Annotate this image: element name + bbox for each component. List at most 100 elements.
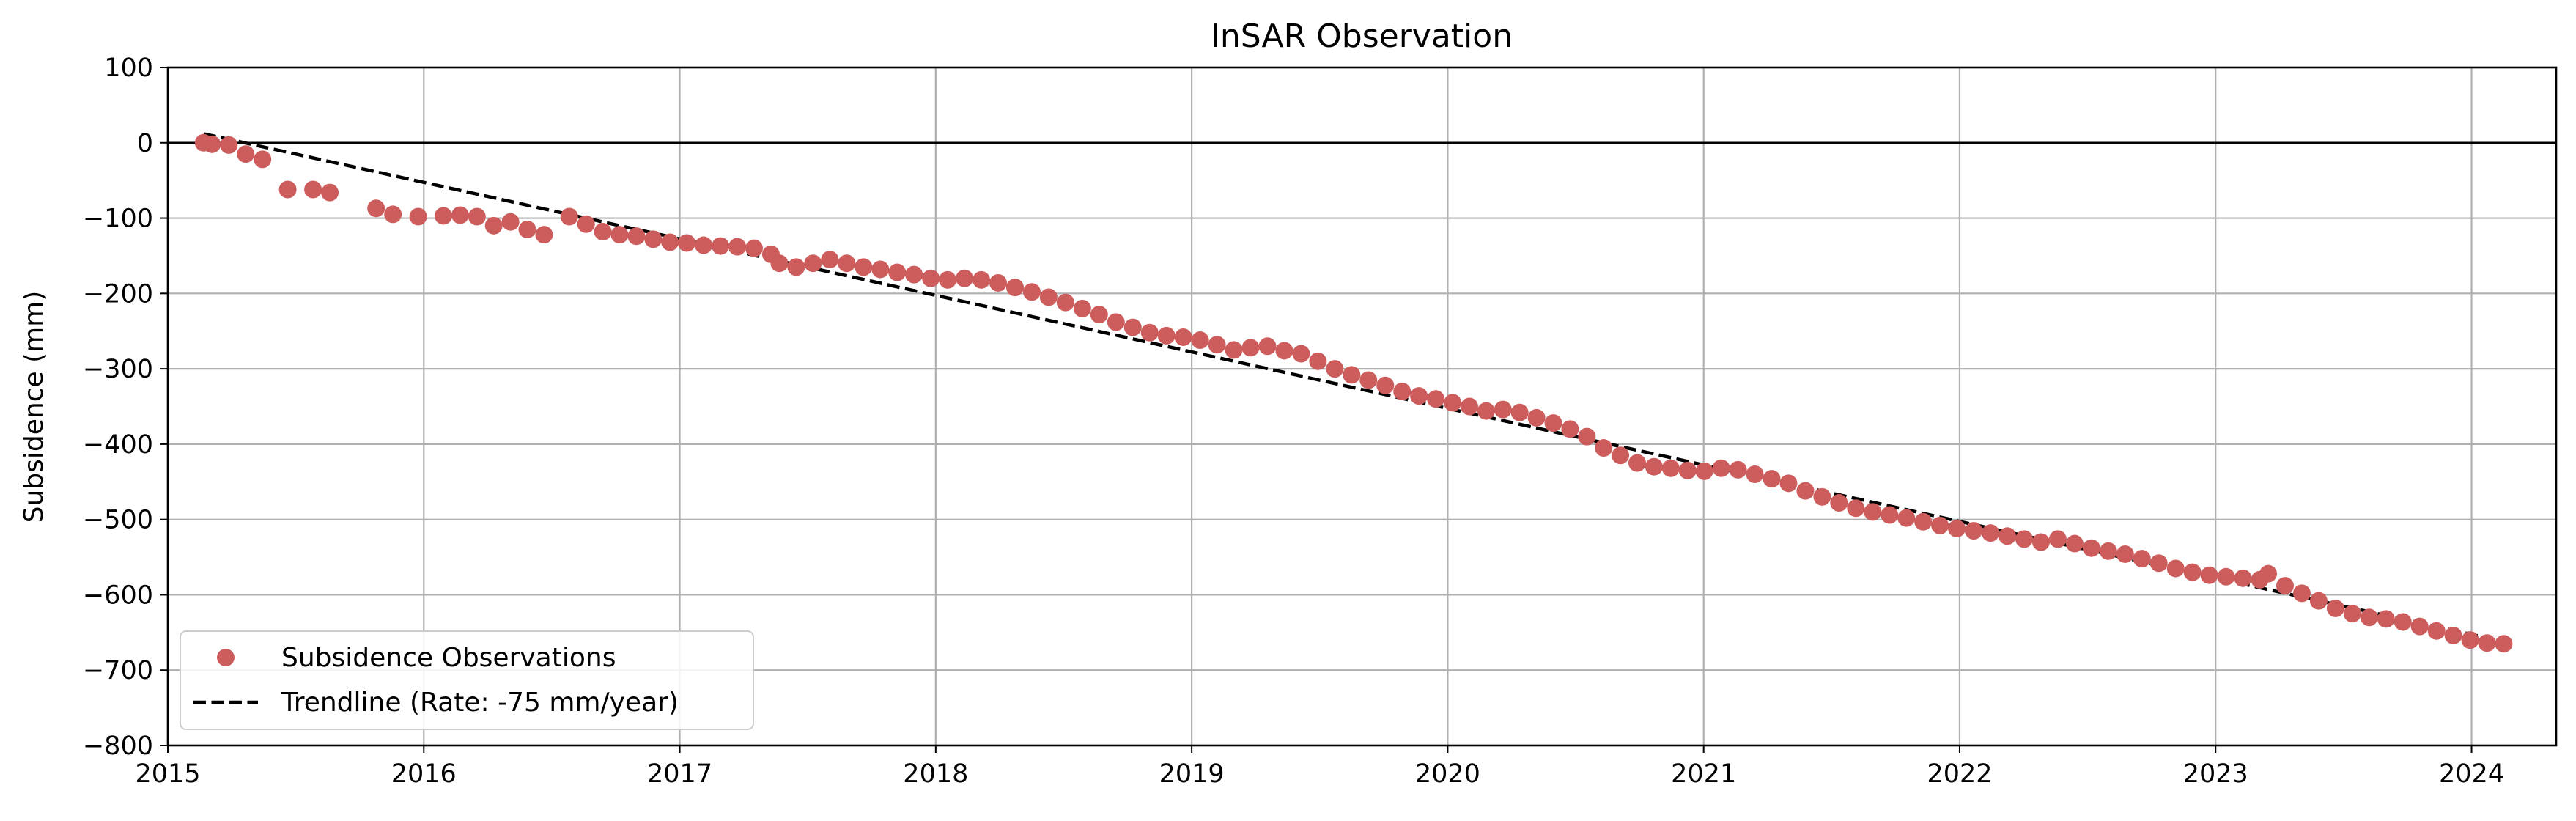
observation-point [1343,366,1361,384]
observation-point [2478,634,2496,652]
observation-point [304,180,322,199]
observation-point [661,233,679,251]
observation-point [484,216,503,235]
chart-title: InSAR Observation [1211,18,1513,55]
observation-point [2116,545,2134,563]
observation-point [712,237,730,255]
observation-point [384,205,402,224]
x-tick-label: 2019 [1159,759,1225,789]
observation-point [254,150,272,169]
observation-point [1444,394,1462,412]
observation-point [2217,567,2235,586]
observation-point [2166,559,2185,578]
legend: Subsidence Observations Trendline (Rate: … [180,630,754,730]
observation-point [518,220,536,238]
observation-point [1678,461,1697,479]
observation-point [1107,313,1125,331]
observation-point [278,180,297,199]
observation-point [1645,457,1663,476]
observation-point [367,199,385,218]
observation-point [1225,341,1243,359]
observation-point [989,273,1008,292]
observation-point [1527,408,1546,427]
observation-point [2360,608,2378,627]
observation-point [905,265,923,284]
observation-point [1376,376,1395,394]
observation-point [435,207,453,225]
observation-point [1258,337,1277,356]
observation-point [1191,331,1209,350]
observation-point [237,145,255,163]
observation-point [203,135,221,153]
observation-point [1695,462,1713,480]
observation-point [2309,592,2328,610]
observation-point [2292,584,2311,603]
x-tick-label: 2015 [135,759,200,789]
y-tick-label: 100 [104,54,153,83]
observation-point [939,270,957,289]
observation-point [1712,459,1730,477]
observation-point [1140,323,1159,342]
observation-point [728,238,747,256]
observation-point [1628,454,1647,472]
observation-point [501,213,520,231]
observation-point [1326,360,1344,378]
observation-point [1005,279,1024,297]
observation-point [1039,288,1058,306]
observation-point [1561,420,1579,438]
observation-point [468,207,486,226]
observation-point [610,226,629,244]
observation-point [804,254,822,273]
observation-point [1359,371,1378,389]
observation-point [2149,554,2168,573]
observation-point [2394,613,2412,631]
observation-point [2495,635,2513,653]
y-tick-label: −600 [83,581,153,610]
x-tick-label: 2023 [2183,759,2248,789]
observation-point [1292,345,1310,363]
observation-point [2410,617,2429,636]
observation-point [678,234,696,252]
observation-point [321,183,339,202]
observation-point [1931,516,1949,534]
x-tick-label: 2024 [2439,759,2504,789]
y-tick-label: −500 [83,506,153,535]
x-tick-label: 2022 [1927,759,1992,789]
observation-point [1914,512,1933,531]
legend-observation-label: Subsidence Observations [281,643,616,673]
legend-box [180,630,754,730]
observation-point [1813,487,1831,506]
observation-point [1090,306,1108,324]
observation-point [2444,626,2462,644]
x-tick-label: 2016 [391,759,457,789]
observation-point [1746,465,1764,483]
observation-point [745,239,763,257]
observation-points-layer [194,133,2513,653]
observation-point [787,258,805,276]
legend-trendline-label: Trendline (Rate: -75 mm/year) [281,688,679,718]
x-tick-label: 2021 [1671,759,1736,789]
observation-point [1123,318,1142,336]
observation-point [1494,400,1512,419]
observation-point [1477,402,1495,420]
observation-point [627,227,646,246]
observation-point [2234,569,2252,587]
legend-observation-marker [217,649,235,666]
observation-point [2099,542,2117,560]
observation-point [2276,577,2294,595]
observation-point [1309,352,1327,370]
observation-point [577,215,595,233]
observation-point [1427,390,1445,408]
observation-point [2427,622,2446,640]
observation-point [922,269,940,287]
observation-point [838,254,856,273]
y-tick-label: −200 [83,279,153,309]
observation-point [2015,530,2034,548]
plot-frame [166,66,2558,747]
ticks-layer: 2015 2016 2017 2018 2019 2020 2021 2022 2023 2024… [83,54,2504,789]
observation-point [1897,509,1916,527]
y-tick-label: −800 [83,732,153,761]
observation-point [1056,293,1074,312]
